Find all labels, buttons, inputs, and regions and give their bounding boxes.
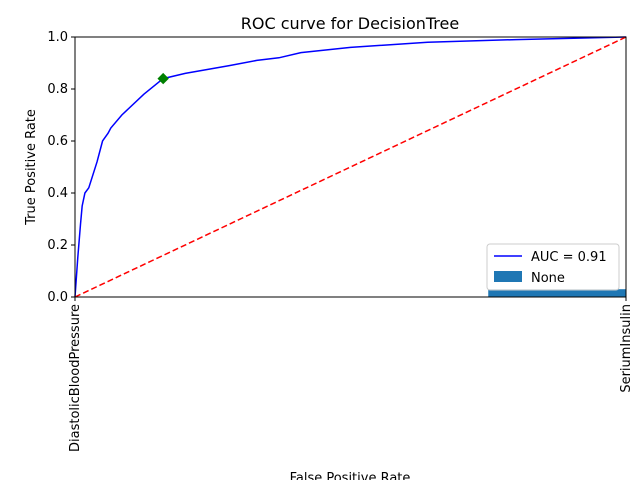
legend-label-none: None <box>531 271 565 286</box>
y-tick-label: 1.0 <box>47 30 68 45</box>
plot-area <box>74 36 627 298</box>
legend: AUC = 0.91 None <box>486 243 620 291</box>
x-axis-label: False Positive Rate <box>290 471 411 480</box>
y-tick-label: 0.0 <box>47 290 68 305</box>
axes-frame <box>74 36 627 298</box>
none-bar <box>488 289 626 297</box>
legend-patch-swatch <box>494 271 522 282</box>
axis-ticks: 0.0 0.2 0.4 0.6 0.8 1.0 DiastolicBloodPressure… <box>47 30 634 452</box>
y-tick-label: 0.4 <box>47 186 68 201</box>
y-tick-label: 0.6 <box>47 134 68 149</box>
y-axis-label: True Positive Rate <box>24 109 39 226</box>
chance-diagonal-line <box>74 36 627 298</box>
x-tick-label: DiastolicBloodPressure <box>68 304 83 452</box>
optimal-threshold-marker <box>157 72 169 85</box>
roc-curve-line <box>74 36 627 298</box>
legend-label-auc: AUC = 0.91 <box>531 250 607 265</box>
y-tick-label: 0.2 <box>47 238 68 253</box>
x-tick-label: SeriumInsulin <box>619 304 634 393</box>
y-tick-label: 0.8 <box>47 82 68 97</box>
chart-title: ROC curve for DecisionTree <box>241 14 459 33</box>
